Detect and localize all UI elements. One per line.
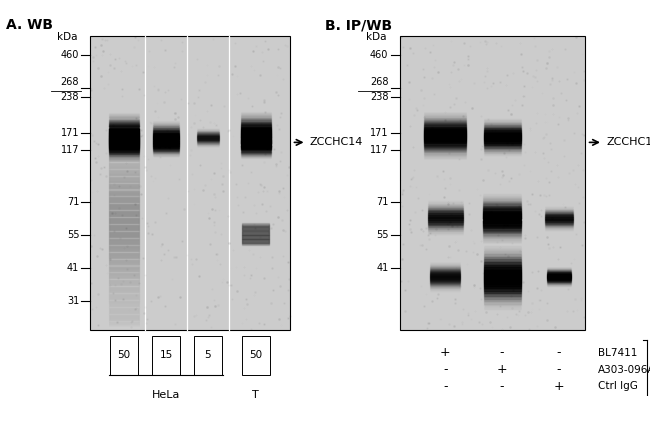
Text: 460: 460 — [370, 50, 389, 60]
Text: 41: 41 — [376, 263, 389, 273]
Text: -: - — [443, 363, 447, 376]
Text: 238: 238 — [370, 92, 389, 102]
Text: HeLa: HeLa — [151, 390, 180, 400]
Text: kDa: kDa — [57, 32, 78, 42]
Text: 15: 15 — [159, 350, 172, 360]
Text: -: - — [500, 346, 504, 359]
Text: T: T — [252, 390, 259, 400]
Text: 117: 117 — [60, 145, 79, 155]
Text: B. IP/WB: B. IP/WB — [325, 18, 392, 33]
Text: 55: 55 — [67, 230, 79, 240]
Text: +: + — [497, 363, 508, 376]
Text: 5: 5 — [205, 350, 211, 360]
Text: +: + — [440, 346, 450, 359]
Text: ZCCHC14: ZCCHC14 — [309, 137, 363, 147]
Text: 31: 31 — [67, 296, 79, 306]
Text: A. WB: A. WB — [6, 18, 53, 33]
Bar — [242, 336, 270, 375]
Text: 268: 268 — [60, 77, 79, 87]
Text: A303-096A: A303-096A — [598, 365, 650, 375]
Bar — [400, 36, 585, 330]
Text: 460: 460 — [61, 50, 79, 60]
Text: 117: 117 — [370, 145, 389, 155]
Bar — [110, 336, 138, 375]
Text: -: - — [557, 363, 561, 376]
Bar — [90, 36, 290, 330]
Text: 55: 55 — [376, 230, 389, 240]
Text: -: - — [500, 380, 504, 393]
Text: Ctrl IgG: Ctrl IgG — [598, 381, 638, 391]
Text: +: + — [554, 380, 564, 393]
Text: BL7411: BL7411 — [598, 348, 638, 358]
Text: 71: 71 — [67, 198, 79, 207]
Text: 238: 238 — [60, 92, 79, 102]
Text: 50: 50 — [249, 350, 262, 360]
Bar — [194, 336, 222, 375]
Text: ZCCHC14: ZCCHC14 — [606, 137, 650, 147]
Text: 41: 41 — [67, 263, 79, 273]
Text: 50: 50 — [118, 350, 131, 360]
Text: 171: 171 — [60, 128, 79, 138]
Text: kDa: kDa — [366, 32, 387, 42]
Bar — [152, 336, 180, 375]
Text: -: - — [557, 346, 561, 359]
Text: 268: 268 — [370, 77, 389, 87]
Text: -: - — [443, 380, 447, 393]
Text: 171: 171 — [370, 128, 389, 138]
Text: 71: 71 — [376, 198, 389, 207]
